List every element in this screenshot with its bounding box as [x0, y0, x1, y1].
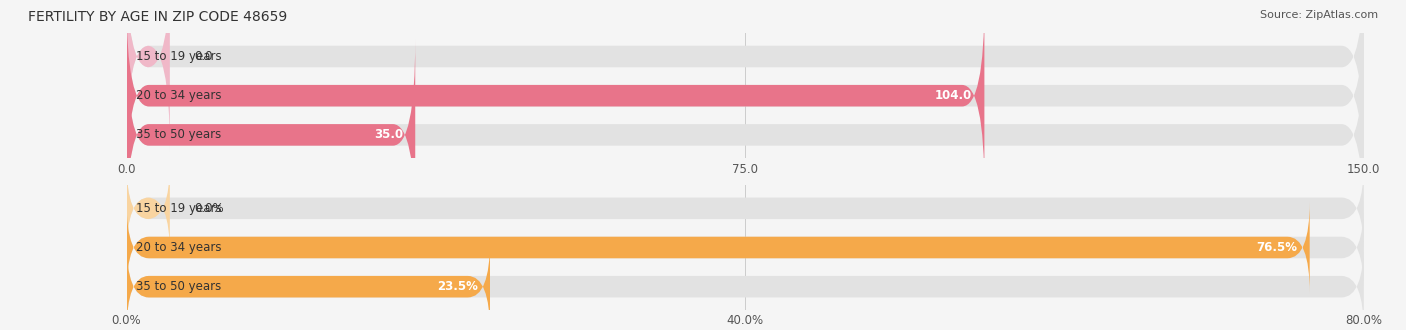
Text: 20 to 34 years: 20 to 34 years: [136, 89, 222, 102]
Text: Source: ZipAtlas.com: Source: ZipAtlas.com: [1260, 10, 1378, 20]
FancyBboxPatch shape: [127, 0, 1364, 151]
Text: 23.5%: 23.5%: [437, 280, 478, 293]
FancyBboxPatch shape: [127, 40, 415, 230]
FancyBboxPatch shape: [127, 163, 1364, 254]
Text: 20 to 34 years: 20 to 34 years: [136, 241, 222, 254]
FancyBboxPatch shape: [127, 202, 1364, 293]
Text: 35.0: 35.0: [374, 128, 404, 141]
FancyBboxPatch shape: [127, 0, 170, 151]
Text: 104.0: 104.0: [935, 89, 972, 102]
FancyBboxPatch shape: [127, 40, 1364, 230]
FancyBboxPatch shape: [127, 1, 984, 191]
Text: 35 to 50 years: 35 to 50 years: [136, 128, 222, 141]
Text: 76.5%: 76.5%: [1257, 241, 1298, 254]
Text: 15 to 19 years: 15 to 19 years: [136, 50, 222, 63]
Text: 35 to 50 years: 35 to 50 years: [136, 280, 222, 293]
FancyBboxPatch shape: [127, 202, 1310, 293]
FancyBboxPatch shape: [127, 1, 1364, 191]
FancyBboxPatch shape: [127, 241, 1364, 330]
FancyBboxPatch shape: [127, 241, 491, 330]
FancyBboxPatch shape: [127, 163, 170, 254]
Text: 0.0: 0.0: [194, 50, 214, 63]
Text: 15 to 19 years: 15 to 19 years: [136, 202, 222, 215]
Text: 0.0%: 0.0%: [194, 202, 224, 215]
Text: FERTILITY BY AGE IN ZIP CODE 48659: FERTILITY BY AGE IN ZIP CODE 48659: [28, 10, 287, 24]
